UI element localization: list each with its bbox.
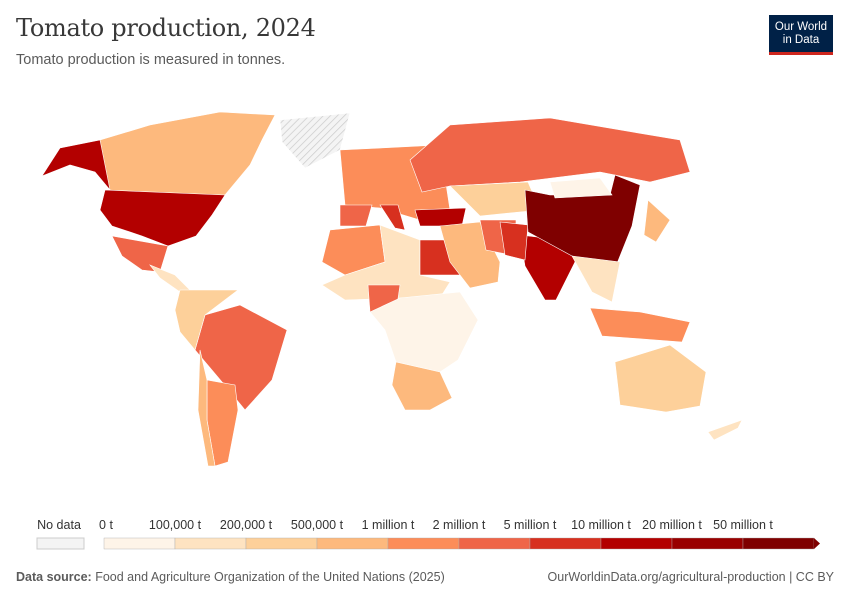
legend-tick-label: 1 million t [361,518,415,532]
legend-bin-0 [103,537,176,550]
country-canada[interactable] [99,111,276,199]
country-southern-africa[interactable] [391,361,453,411]
legend-scale [36,537,820,550]
legend-tick-label: 5 million t [503,518,557,532]
legend-bin-8 [671,537,744,550]
legend-no-data-swatch [36,537,85,550]
legend-bin-2 [245,537,318,550]
country-mongolia[interactable] [549,177,613,199]
country-spain[interactable] [339,204,373,227]
country-southeast-asia[interactable] [571,255,621,303]
country-chile[interactable] [197,349,216,467]
source-text[interactable]: Food and Agriculture Organization of the… [95,570,445,584]
country-russia[interactable] [409,117,691,193]
country-italy[interactable] [379,204,406,231]
color-legend: No data 0 t 100,000 t 200,000 t 500,000 t 1 … [0,518,850,558]
legend-tick-label: 20 million t [642,518,702,532]
legend-bin-7 [600,537,673,550]
country-australia[interactable] [614,344,707,413]
world-map [41,111,743,467]
legend-bin-1 [174,537,247,550]
legend-no-data-label: No data [37,518,81,532]
chart-title: Tomato production, 2024 [16,14,316,42]
country-new-zealand[interactable] [707,419,743,441]
owid-logo[interactable]: Our World in Data [769,15,833,55]
legend-tick-label: 2 million t [432,518,486,532]
legend-bin-6 [529,537,602,550]
data-source: Data source: Food and Agriculture Organi… [16,570,445,584]
legend-bin-4 [387,537,460,550]
legend-bin-3 [316,537,389,550]
country-northern-south-america[interactable] [174,289,239,351]
country-sub-saharan-africa[interactable] [369,291,479,373]
logo-text: Our World in Data [774,20,828,46]
country-united-states-alaska-[interactable] [41,139,111,191]
source-label: Data source: [16,570,92,584]
legend-arrow [814,538,820,549]
legend-tick-label: 100,000 t [148,518,202,532]
legend-bin-5 [458,537,531,550]
footer-url[interactable]: OurWorldinData.org/agricultural-producti… [547,570,834,584]
legend-tick-label: 500,000 t [290,518,344,532]
country-central-america[interactable] [149,264,191,293]
country-pakistan[interactable] [499,221,529,261]
legend-tick-label: 10 million t [571,518,631,532]
country-japan[interactable] [643,199,671,243]
country-greenland[interactable] [279,112,351,169]
legend-tick-label: 0 t [99,518,113,532]
chart-subtitle: Tomato production is measured in tonnes. [16,52,286,68]
legend-bin-9 [742,537,815,550]
country-mexico[interactable] [111,235,169,273]
country-indonesia[interactable] [589,307,691,343]
legend-tick-label: 200,000 t [219,518,273,532]
country-brazil[interactable] [194,304,288,411]
country-turkey[interactable] [414,207,467,227]
legend-tick-label: 50 million t [713,518,773,532]
